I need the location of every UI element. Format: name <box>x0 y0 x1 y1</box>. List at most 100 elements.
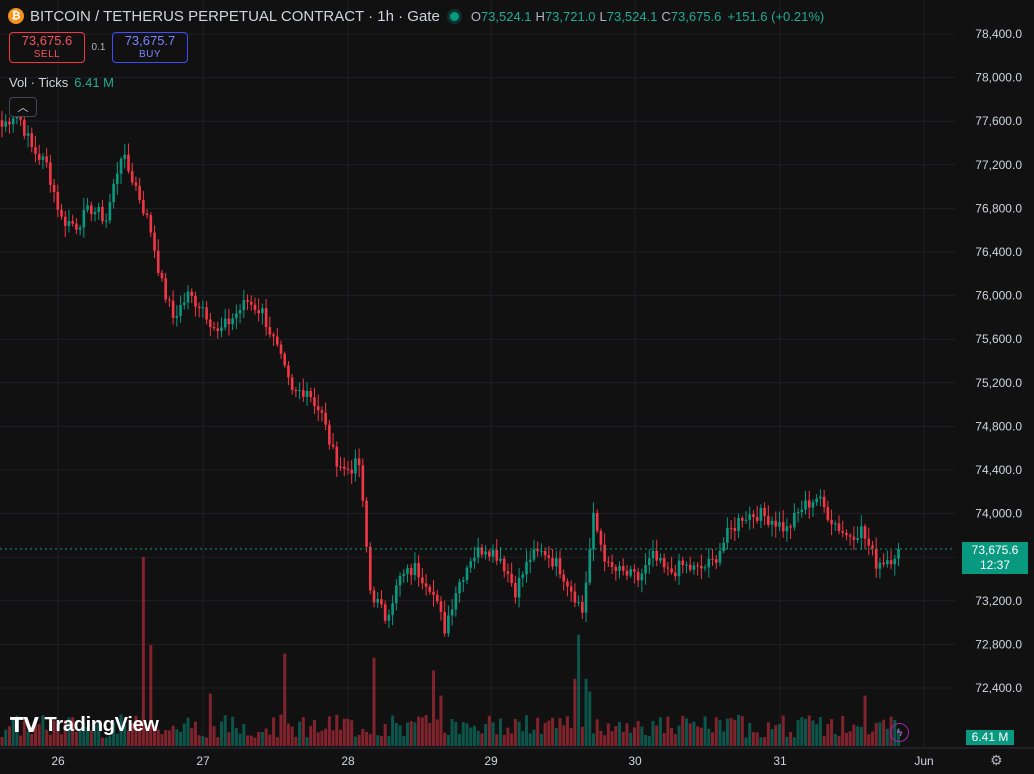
volume-bar <box>815 724 819 746</box>
candle-body <box>636 571 640 581</box>
candle-body <box>614 566 618 571</box>
candle-body <box>223 318 227 328</box>
candle-body <box>878 562 882 569</box>
volume-bar <box>610 731 614 746</box>
sell-button[interactable]: 73,675.6 SELL <box>9 32 85 63</box>
candle-body <box>785 526 789 532</box>
volume-bar <box>145 730 149 746</box>
candle-body <box>368 546 372 591</box>
candle-body <box>26 133 30 136</box>
volume-bar <box>688 723 692 746</box>
candle-body <box>469 561 473 568</box>
volume-bar <box>770 729 774 746</box>
candle-body <box>536 549 539 552</box>
candle-body <box>123 154 127 159</box>
candle-body <box>380 599 383 605</box>
volume-bar <box>164 730 168 746</box>
volume-bar <box>792 737 796 746</box>
volume-bar <box>729 717 733 746</box>
volume-bar <box>777 723 781 746</box>
candle-body <box>491 549 495 557</box>
candle-body <box>845 532 848 536</box>
candle-body <box>726 527 729 543</box>
volume-bar <box>506 727 510 746</box>
lightning-icon[interactable]: ϟ <box>890 723 909 742</box>
candle-body <box>502 558 506 572</box>
volume-bar <box>112 722 116 746</box>
volume-bar <box>662 733 666 746</box>
candle-body <box>874 548 878 569</box>
gear-icon[interactable]: ⚙ <box>990 752 1003 768</box>
sell-price: 73,675.6 <box>21 32 73 48</box>
candle-body <box>897 548 900 559</box>
candle-body <box>346 468 350 470</box>
volume-bar <box>175 729 179 746</box>
candle-body <box>201 307 205 309</box>
sell-label: SELL <box>33 48 61 60</box>
candle-body <box>804 500 807 510</box>
volume-bar <box>275 737 279 746</box>
bitcoin-icon[interactable]: ₿ <box>8 8 24 24</box>
candle-body <box>298 390 301 392</box>
volume-bar <box>495 734 499 746</box>
candle-body <box>700 565 703 569</box>
volume-bar <box>409 721 413 746</box>
candle-body <box>595 512 599 531</box>
candle-body <box>335 446 339 467</box>
candle-body <box>577 601 580 603</box>
volume-bar <box>539 733 543 746</box>
volume-bar <box>361 728 365 746</box>
candle-body <box>867 538 871 546</box>
volume-bar <box>331 730 335 746</box>
volume-bar <box>22 720 26 746</box>
candle-body <box>759 507 763 521</box>
price-tick-label: 76,400.0 <box>975 245 1022 259</box>
market-status-icon[interactable] <box>449 11 459 21</box>
volume-bar <box>841 715 845 746</box>
volume-bar <box>551 717 555 746</box>
volume-bar <box>833 734 837 746</box>
time-tick-label: 31 <box>773 754 787 768</box>
volume-bar <box>740 716 744 746</box>
symbol-title[interactable]: BITCOIN / TETHERUS PERPETUAL CONTRACT · … <box>30 7 440 25</box>
volume-bar <box>606 723 610 746</box>
volume-bar <box>435 719 439 746</box>
candle-body <box>421 577 424 584</box>
last-price-value: 73,675.6 <box>971 543 1019 557</box>
candle-body <box>130 171 134 183</box>
volume-bar <box>517 721 521 746</box>
buy-label: BUY <box>138 48 162 60</box>
time-axis-bg <box>0 748 1034 774</box>
volume-bar <box>193 721 197 746</box>
volume-bar <box>320 730 324 746</box>
candle-body <box>525 561 528 575</box>
volume-bar <box>405 722 409 746</box>
time-tick-label: 28 <box>341 754 355 768</box>
volume-bar <box>182 723 186 746</box>
price-tick-label: 76,800.0 <box>975 201 1022 215</box>
candle-body <box>253 304 257 311</box>
price-axis[interactable]: 78,400.0 78,000.0 77,600.0 77,200.0 76,800.0… <box>955 0 1034 774</box>
candle-body <box>618 565 621 571</box>
price-tick-label: 77,600.0 <box>975 114 1022 128</box>
volume-bar <box>223 715 227 746</box>
volume-bar <box>874 723 878 746</box>
candle-body <box>633 569 636 572</box>
volume-bar <box>104 737 108 746</box>
time-axis[interactable]: 26 27 28 29 30 31 Jun <box>0 747 1034 774</box>
candle-body <box>707 558 711 568</box>
candle-body <box>89 205 93 215</box>
volume-legend[interactable]: Vol · Ticks 6.41 M <box>9 75 114 90</box>
volume-bar <box>339 729 343 746</box>
tradingview-logo[interactable]: 𝗧𝗩 TradingView <box>10 713 159 738</box>
price-tick-label: 75,600.0 <box>975 332 1022 346</box>
candle-body <box>71 221 74 224</box>
buy-button[interactable]: 73,675.7 BUY <box>112 32 188 63</box>
volume-value: 6.41 M <box>74 75 114 90</box>
collapse-legend-button[interactable]: ︿ <box>9 97 37 117</box>
candle-body <box>860 526 863 539</box>
volume-bar <box>443 732 447 746</box>
candle-body <box>78 227 82 230</box>
candle-body <box>11 118 15 125</box>
